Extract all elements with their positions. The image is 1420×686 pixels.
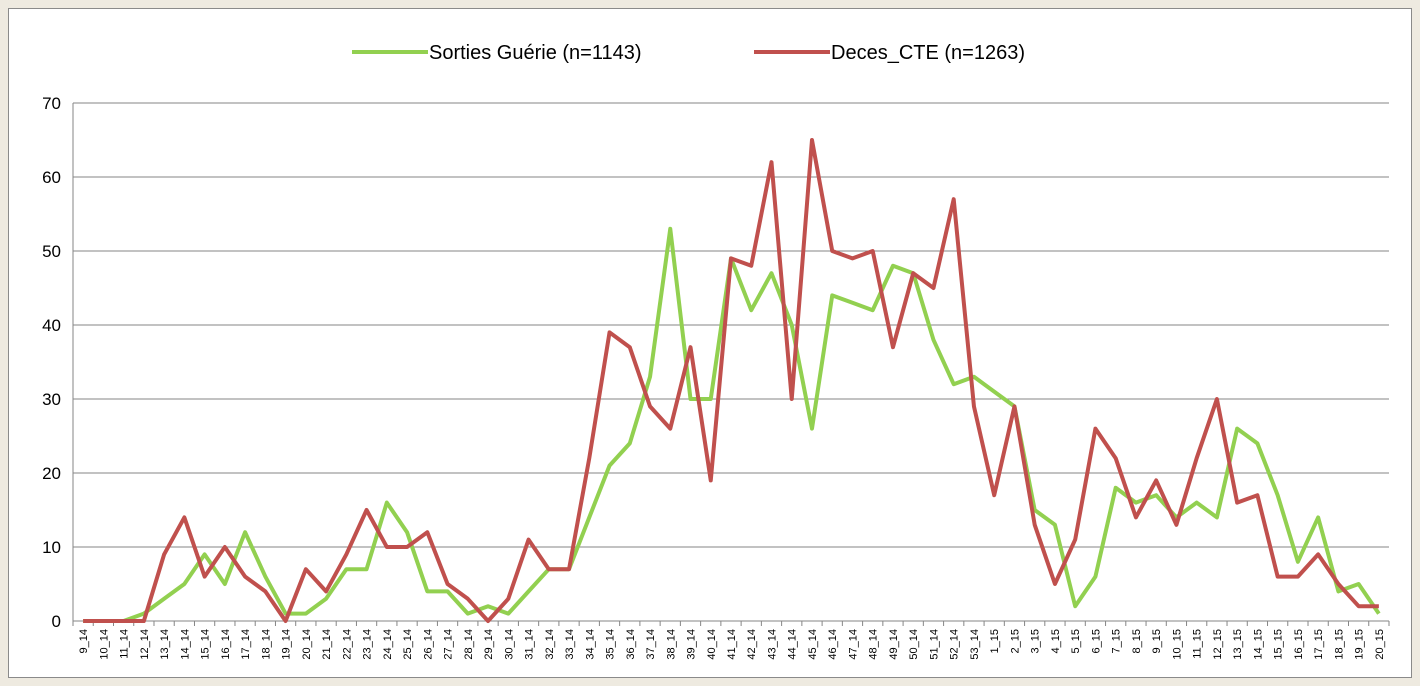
- y-tick-label: 30: [42, 390, 61, 409]
- x-tick-label: 18_15: [1333, 629, 1345, 660]
- x-tick-label: 14_15: [1252, 629, 1264, 660]
- x-tick-label: 38_14: [665, 629, 677, 660]
- x-tick-label: 11_15: [1192, 629, 1204, 659]
- x-tick-label: 17_15: [1313, 629, 1325, 660]
- legend-label: Sorties Guérie (n=1143): [429, 42, 642, 64]
- x-tick-label: 42_14: [746, 629, 758, 660]
- x-tick-label: 51_14: [928, 629, 940, 660]
- y-tick-label: 20: [42, 464, 61, 483]
- x-tick-label: 16_15: [1293, 629, 1305, 660]
- x-tick-label: 11_14: [119, 629, 131, 659]
- x-tick-label: 8_15: [1131, 629, 1143, 653]
- x-tick-label: 52_14: [949, 629, 961, 660]
- x-tick-label: 4_15: [1050, 629, 1062, 653]
- series-line: [83, 138, 1379, 623]
- x-tick-label: 25_14: [402, 629, 414, 660]
- x-tick-label: 28_14: [463, 629, 475, 660]
- chart-frame: 0 10 20 30 40 50 60 70 9_14 10_14 11_14 12_14 13_14 1…: [8, 8, 1412, 678]
- x-tick-label: 13_15: [1232, 629, 1244, 660]
- x-tick-label: 29_14: [483, 629, 495, 660]
- legend-label: Deces_CTE (n=1263): [831, 42, 1025, 64]
- x-tick-label: 2_15: [1009, 629, 1021, 653]
- x-tick-label: 10_15: [1171, 629, 1183, 660]
- x-tick-label: 35_14: [605, 629, 617, 660]
- y-tick-label: 60: [42, 168, 61, 187]
- x-tick-label: 7_15: [1111, 629, 1123, 653]
- x-tick-label: 9_15: [1151, 629, 1163, 653]
- x-tick-label: 12_15: [1212, 629, 1224, 660]
- x-tick-label: 32_14: [544, 629, 556, 660]
- x-tick-label: 30_14: [503, 629, 515, 660]
- x-tick-label: 37_14: [645, 629, 657, 660]
- y-tick-label: 50: [42, 242, 61, 261]
- x-tick-label: 1_15: [989, 629, 1001, 653]
- x-tick-label: 36_14: [625, 629, 637, 660]
- x-tick-label: 5_15: [1070, 629, 1082, 653]
- x-tick-label: 43_14: [766, 629, 778, 660]
- x-tick-label: 39_14: [686, 629, 698, 660]
- y-tick-label: 0: [52, 612, 61, 631]
- x-tick-label: 44_14: [787, 629, 799, 660]
- x-tick-label: 16_14: [220, 629, 232, 660]
- x-tick-label: 15_15: [1273, 629, 1285, 660]
- x-tick-label: 41_14: [726, 629, 738, 660]
- x-tick-label: 17_14: [240, 629, 252, 660]
- x-tick-label: 14_14: [179, 629, 191, 660]
- x-tick-label: 21_14: [321, 629, 333, 660]
- x-tick-label: 53_14: [969, 629, 981, 660]
- x-tick-label: 31_14: [524, 629, 536, 660]
- x-tick-label: 10_14: [98, 629, 110, 660]
- x-tick-label: 24_14: [382, 629, 394, 660]
- x-tick-label: 9_14: [78, 629, 90, 653]
- x-tick-label: 50_14: [908, 629, 920, 660]
- x-tick-label: 47_14: [847, 629, 859, 660]
- x-tick-label: 33_14: [564, 629, 576, 660]
- x-tick-label: 34_14: [584, 629, 596, 660]
- x-tick-label: 19_14: [281, 629, 293, 660]
- x-tick-label: 45_14: [807, 629, 819, 660]
- x-tick-label: 19_15: [1354, 629, 1366, 660]
- x-tick-label: 13_14: [159, 629, 171, 660]
- x-tick-label: 22_14: [341, 629, 353, 660]
- x-tick-label: 23_14: [362, 629, 374, 660]
- x-tick-label: 20_14: [301, 629, 313, 660]
- x-tick-label: 26_14: [422, 629, 434, 660]
- x-tick-label: 46_14: [827, 629, 839, 660]
- y-tick-label: 10: [42, 538, 61, 557]
- x-tick-label: 18_14: [260, 629, 272, 660]
- series-line: [83, 226, 1381, 623]
- x-tick-label: 27_14: [443, 629, 455, 660]
- x-tick-label: 20_15: [1374, 629, 1386, 660]
- x-tick-label: 40_14: [706, 629, 718, 660]
- x-tick-label: 12_14: [139, 629, 151, 660]
- x-tick-label: 49_14: [888, 629, 900, 660]
- y-tick-label: 40: [42, 316, 61, 335]
- x-tick-label: 15_14: [200, 629, 212, 660]
- x-tick-label: 3_15: [1030, 629, 1042, 653]
- y-tick-label: 70: [42, 94, 61, 113]
- x-tick-label: 48_14: [868, 629, 880, 660]
- chart: 0 10 20 30 40 50 60 70 9_14 10_14 11_14 12_14 13_14 1…: [42, 42, 1390, 660]
- x-tick-label: 6_15: [1090, 629, 1102, 653]
